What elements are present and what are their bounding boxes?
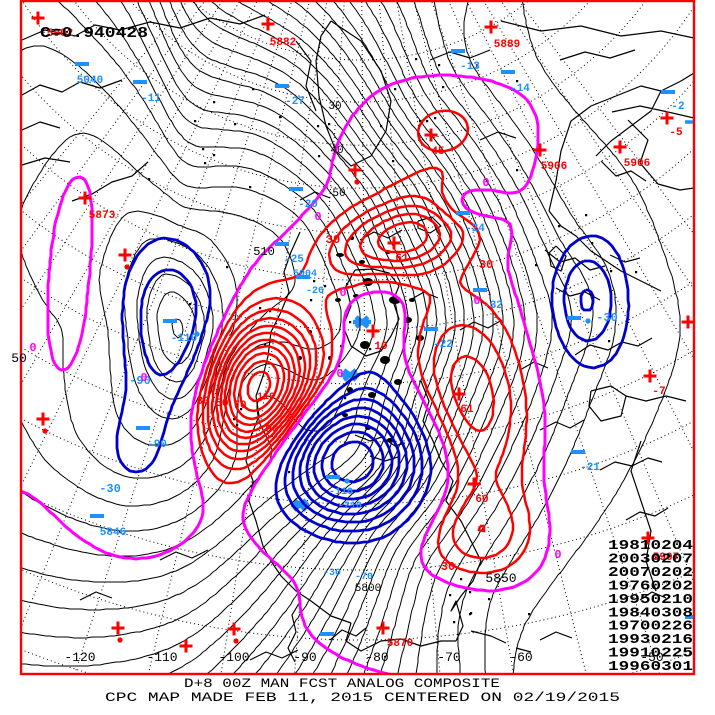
svg-text:19960301: 19960301 — [608, 659, 693, 675]
svg-text:19930216: 19930216 — [608, 632, 693, 648]
svg-text:50: 50 — [11, 351, 27, 366]
svg-text:5800: 5800 — [355, 583, 381, 595]
svg-text:5906: 5906 — [541, 161, 567, 173]
svg-text:-80: -80 — [365, 650, 388, 665]
svg-text:-50: -50 — [640, 650, 663, 665]
svg-text:5850: 5850 — [485, 571, 516, 586]
svg-text:5873: 5873 — [89, 210, 116, 222]
svg-text:-100: -100 — [218, 650, 249, 665]
svg-text:30: 30 — [328, 101, 341, 113]
svg-text:-5: -5 — [669, 127, 683, 139]
svg-text:-25: -25 — [284, 254, 304, 266]
svg-text:30: 30 — [479, 258, 493, 272]
svg-text:-26: -26 — [306, 286, 324, 297]
svg-text:C=0.940428: C=0.940428 — [40, 25, 148, 42]
svg-text:110: 110 — [257, 392, 275, 403]
svg-text:-24: -24 — [465, 223, 485, 235]
svg-text:-20: -20 — [298, 199, 318, 211]
svg-text:5040: 5040 — [77, 75, 103, 87]
svg-text:5907: 5907 — [653, 552, 679, 564]
svg-text:19700226: 19700226 — [608, 619, 693, 635]
svg-text:30: 30 — [326, 233, 340, 247]
svg-text:-22: -22 — [433, 339, 453, 351]
svg-text:0: 0 — [473, 294, 480, 308]
svg-text:30: 30 — [441, 560, 455, 574]
svg-text:0: 0 — [140, 371, 147, 385]
svg-text:-7: -7 — [652, 386, 665, 398]
svg-text:61: 61 — [460, 404, 474, 416]
svg-text:-60: -60 — [509, 650, 532, 665]
svg-text:10: 10 — [374, 341, 387, 353]
svg-text:61: 61 — [395, 253, 409, 265]
svg-text:20070202: 20070202 — [608, 565, 693, 581]
svg-text:CPC MAP MADE FEB 11, 2015 CENT: CPC MAP MADE FEB 11, 2015 CENTERED ON 02… — [105, 690, 620, 705]
svg-text:-110: -110 — [171, 333, 197, 345]
svg-text:19950210: 19950210 — [608, 592, 693, 608]
svg-text:-27: -27 — [285, 96, 305, 108]
svg-text:-120: -120 — [64, 650, 95, 665]
svg-text:-14: -14 — [510, 83, 530, 95]
svg-text:40: 40 — [330, 145, 343, 157]
svg-text:90: 90 — [265, 424, 278, 436]
svg-text:-90: -90 — [147, 439, 167, 451]
svg-text:-110: -110 — [329, 487, 353, 498]
svg-text:-30: -30 — [99, 482, 121, 496]
svg-text:20030207: 20030207 — [608, 551, 693, 567]
svg-text:0: 0 — [314, 210, 321, 224]
svg-text:-30: -30 — [596, 311, 618, 325]
svg-text:50: 50 — [332, 188, 345, 200]
svg-text:19760202: 19760202 — [608, 578, 693, 594]
svg-text:60: 60 — [475, 494, 488, 506]
svg-text:-30: -30 — [323, 568, 341, 579]
svg-text:5906: 5906 — [624, 158, 650, 170]
svg-text:70: 70 — [233, 400, 246, 412]
svg-text:D+8 00Z MAN FCST ANALOG COMPOS: D+8 00Z MAN FCST ANALOG COMPOSITE — [184, 676, 500, 691]
svg-text:0: 0 — [554, 548, 561, 562]
svg-text:-2: -2 — [671, 101, 684, 113]
svg-text:-210: -210 — [338, 501, 362, 512]
svg-text:5846: 5846 — [100, 527, 126, 539]
svg-text:-90: -90 — [293, 650, 316, 665]
svg-text:5882: 5882 — [270, 37, 296, 49]
svg-text:0: 0 — [336, 367, 343, 381]
svg-text:5870: 5870 — [387, 638, 413, 650]
svg-text:5004: 5004 — [293, 269, 317, 280]
svg-text:0: 0 — [482, 176, 489, 190]
svg-text:30: 30 — [196, 396, 209, 408]
svg-text:19840308: 19840308 — [608, 605, 693, 621]
svg-text:19910225: 19910225 — [608, 646, 693, 662]
svg-text:-32: -32 — [483, 300, 503, 312]
svg-text:-21: -21 — [580, 462, 600, 474]
svg-text:0: 0 — [339, 286, 346, 300]
svg-text:5902: 5902 — [47, 28, 73, 40]
svg-text:50: 50 — [215, 398, 228, 410]
svg-text:0: 0 — [29, 341, 36, 355]
svg-text:5889: 5889 — [494, 39, 520, 51]
svg-text:510: 510 — [253, 245, 275, 259]
svg-text:-70: -70 — [437, 650, 460, 665]
svg-text:-90: -90 — [129, 374, 151, 388]
svg-text:-13: -13 — [460, 61, 480, 73]
svg-text:-11: -11 — [141, 93, 161, 105]
svg-text:19810204: 19810204 — [608, 538, 693, 554]
svg-text:-110: -110 — [146, 650, 177, 665]
svg-text:-70: -70 — [355, 572, 373, 583]
